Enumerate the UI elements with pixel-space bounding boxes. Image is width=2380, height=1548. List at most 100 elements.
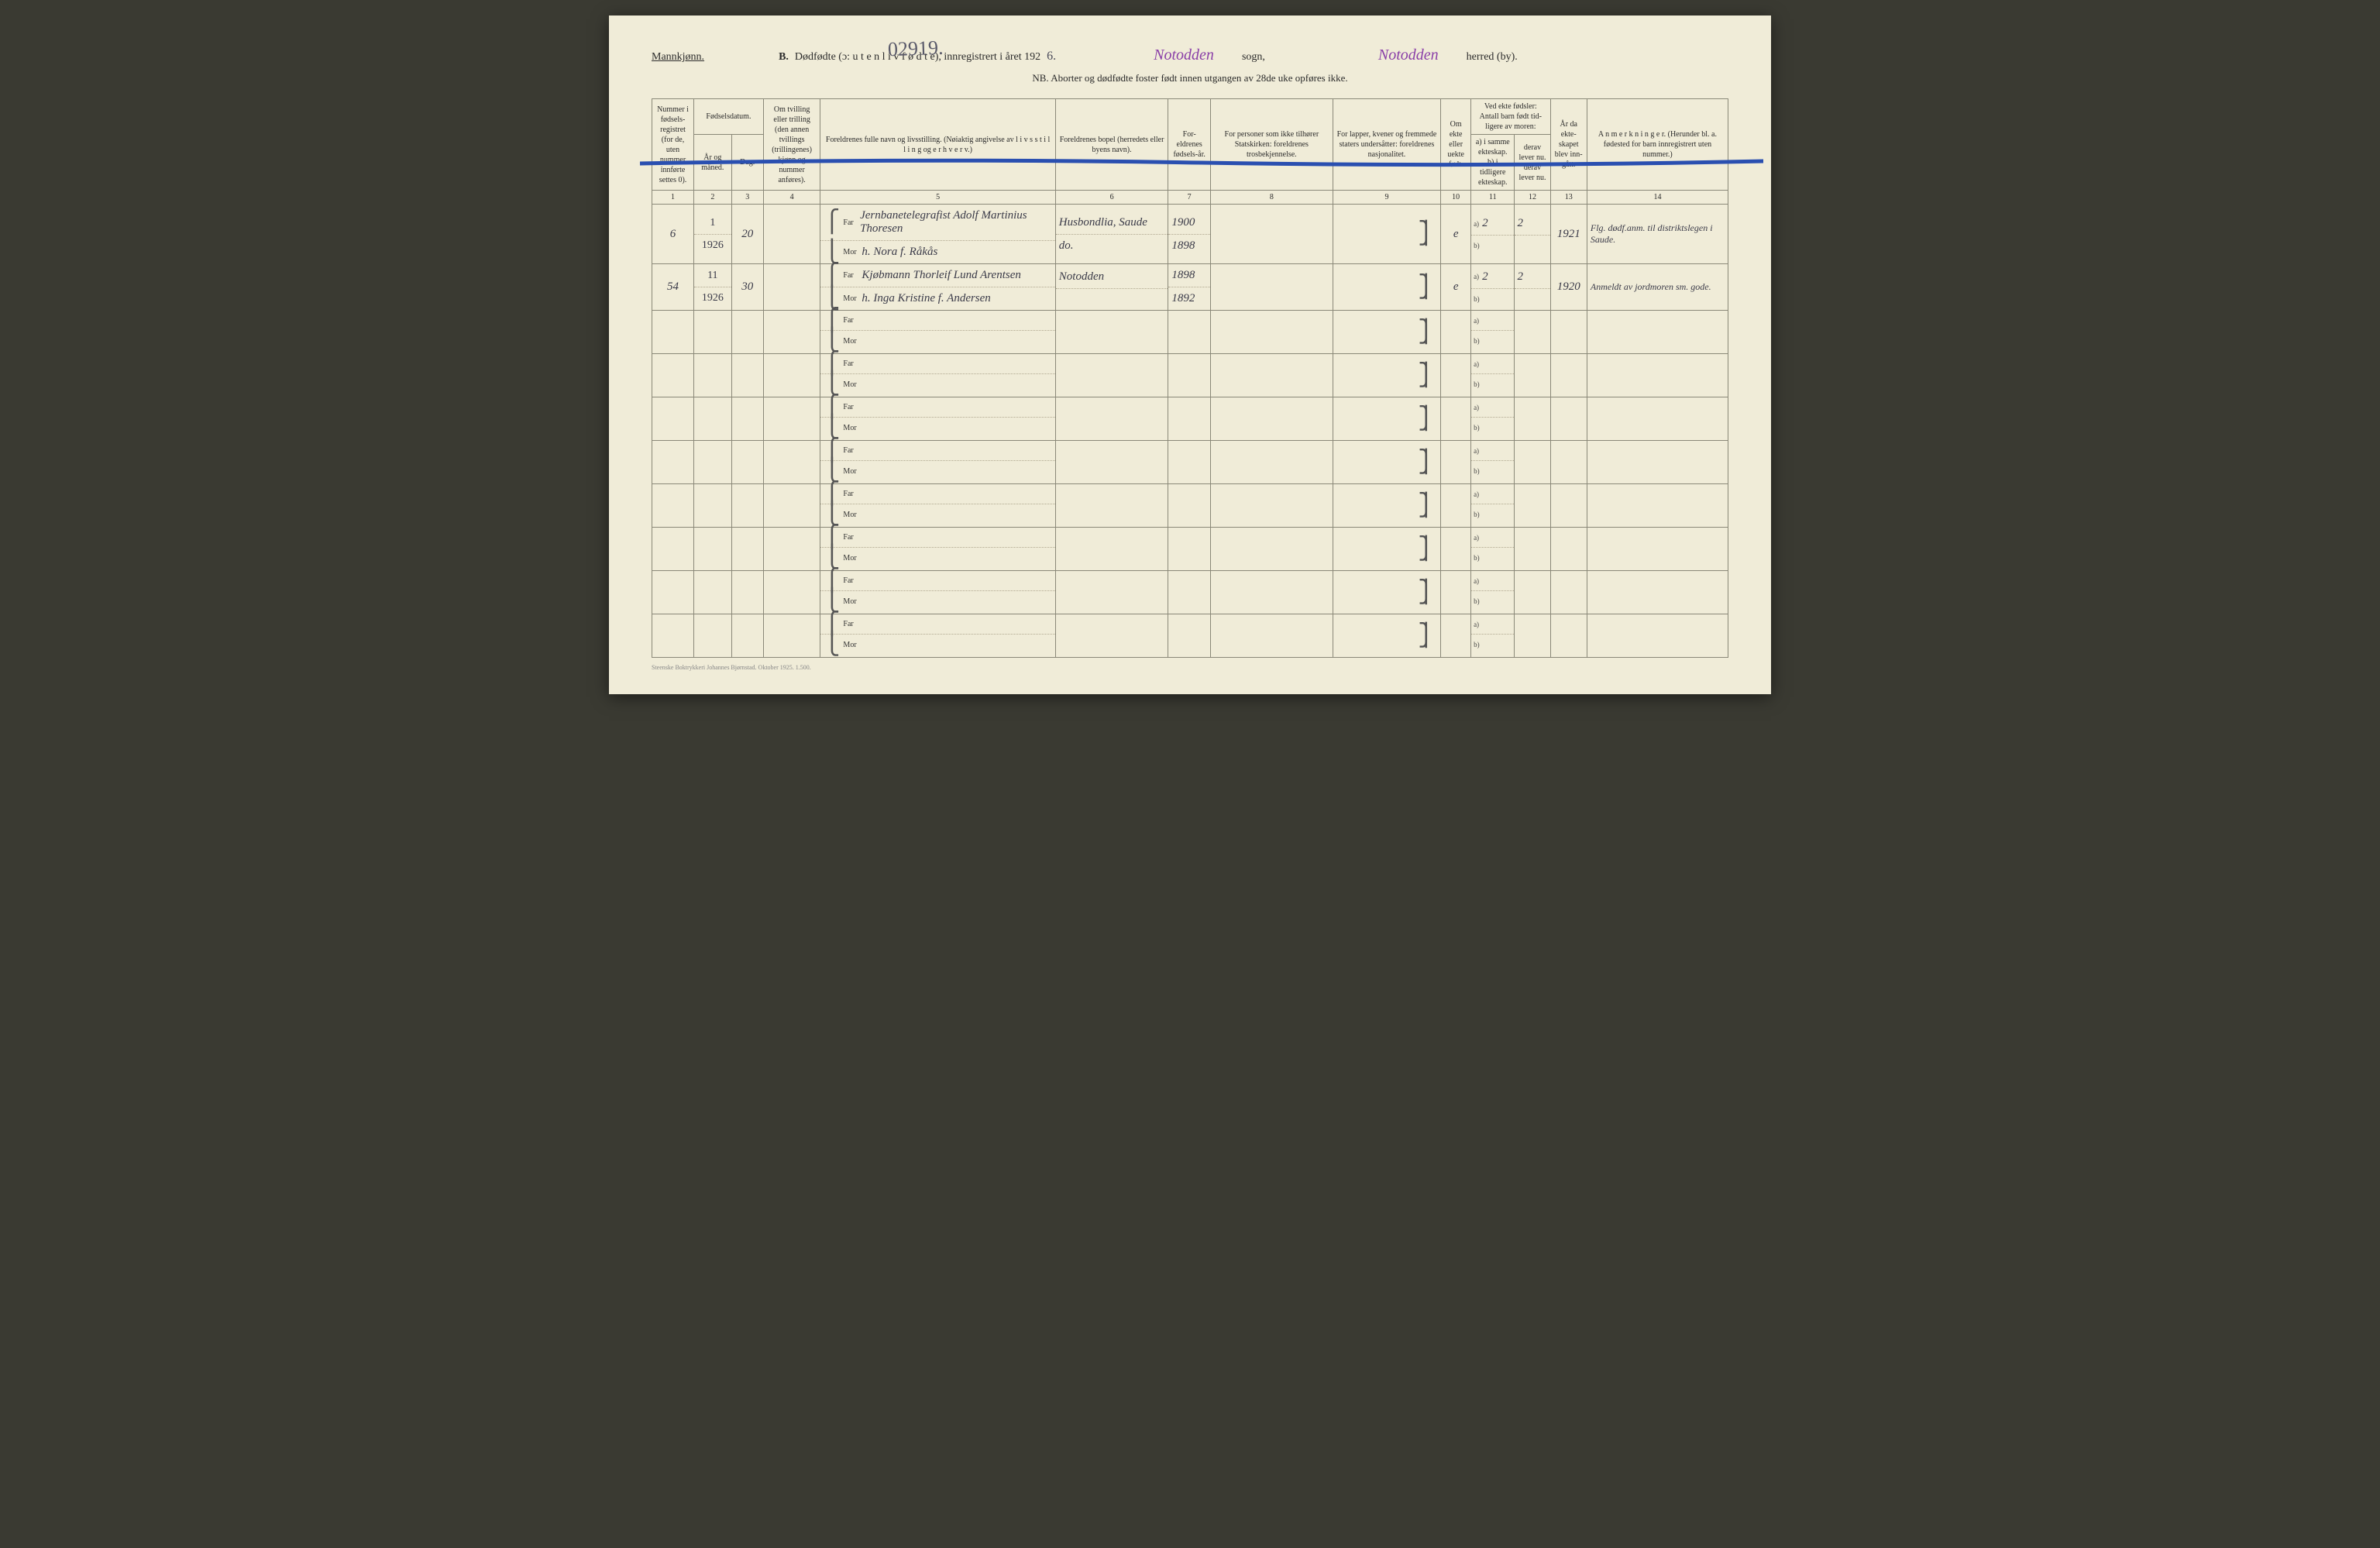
herred-label: herred (by). bbox=[1467, 51, 1518, 64]
cell-bopel bbox=[1055, 528, 1168, 571]
cell-nationality: ⎫⎭ bbox=[1333, 484, 1441, 528]
cell-num bbox=[652, 354, 694, 397]
cell-ekte bbox=[1441, 397, 1471, 441]
cell-remarks bbox=[1587, 528, 1728, 571]
cell-faith bbox=[1210, 528, 1333, 571]
cell-ab-alive: 2 bbox=[1515, 205, 1550, 264]
cell-ab-count: a)b) bbox=[1471, 614, 1515, 658]
cell-day: 20 bbox=[731, 205, 763, 264]
cell-marriage-year: 1920 bbox=[1550, 264, 1587, 311]
cell-birthyear: 19001898 bbox=[1168, 205, 1211, 264]
table-row: ⎧Far⎩Mor⎫⎭a)b) bbox=[652, 311, 1728, 354]
col-header-8: For personer som ikke tilhører Statskirk… bbox=[1210, 99, 1333, 191]
col-header-12: derav lever nu. derav lever nu. bbox=[1515, 135, 1550, 191]
cell-marriage-year bbox=[1550, 528, 1587, 571]
cell-nationality: ⎫⎭ bbox=[1333, 397, 1441, 441]
cell-remarks: Flg. dødf.anm. til distriktslegen i Saud… bbox=[1587, 205, 1728, 264]
register-page: 02919. Mannkjønn. B. Dødfødte (ɔ: u t e … bbox=[609, 15, 1771, 694]
cell-bopel: Notodden bbox=[1055, 264, 1168, 311]
cell-twin bbox=[763, 571, 820, 614]
cell-month bbox=[694, 484, 732, 528]
sogn-label: sogn, bbox=[1242, 51, 1265, 64]
sogn-value: Notodden bbox=[1154, 46, 1214, 64]
cell-ab-alive bbox=[1515, 484, 1550, 528]
cell-bopel bbox=[1055, 571, 1168, 614]
colnum-4: 4 bbox=[763, 191, 820, 205]
cell-twin bbox=[763, 311, 820, 354]
cell-ab-count: a)b) bbox=[1471, 571, 1515, 614]
cell-month bbox=[694, 528, 732, 571]
cell-ab-alive bbox=[1515, 397, 1550, 441]
cell-marriage-year bbox=[1550, 354, 1587, 397]
cell-faith bbox=[1210, 311, 1333, 354]
cell-bopel bbox=[1055, 354, 1168, 397]
col-header-date-group: Fødselsdatum. bbox=[694, 99, 764, 135]
cell-num bbox=[652, 441, 694, 484]
cell-faith bbox=[1210, 264, 1333, 311]
cell-num: 6 bbox=[652, 205, 694, 264]
cell-ab-count: a)b) bbox=[1471, 441, 1515, 484]
table-row: ⎧Far⎩Mor ⎫⎭ a)b) bbox=[652, 441, 1728, 484]
cell-twin bbox=[763, 528, 820, 571]
cell-nationality: ⎫⎭ bbox=[1333, 205, 1441, 264]
cell-ab-alive bbox=[1515, 354, 1550, 397]
cell-nationality: ⎫⎭ bbox=[1333, 441, 1441, 484]
col-header-5: Foreldrenes fulle navn og livsstilling. … bbox=[820, 99, 1055, 191]
cell-nationality: ⎫⎭ bbox=[1333, 264, 1441, 311]
cell-bopel: Husbondlia, Saudedo. bbox=[1055, 205, 1168, 264]
cell-birthyear bbox=[1168, 614, 1211, 658]
cell-faith bbox=[1210, 484, 1333, 528]
col-header-7: For-eldrenes fødsels-år. bbox=[1168, 99, 1211, 191]
cell-bopel bbox=[1055, 484, 1168, 528]
colnum-10: 10 bbox=[1441, 191, 1471, 205]
cell-ekte bbox=[1441, 484, 1471, 528]
cell-num bbox=[652, 571, 694, 614]
section-letter: B. bbox=[779, 51, 789, 64]
cell-parents: ⎧Far⎩Mor bbox=[820, 484, 1055, 528]
cell-remarks bbox=[1587, 397, 1728, 441]
col-header-2: År og måned. bbox=[694, 135, 732, 191]
cell-marriage-year bbox=[1550, 614, 1587, 658]
cell-nationality: ⎫⎭ bbox=[1333, 311, 1441, 354]
cell-num: 54 bbox=[652, 264, 694, 311]
cell-month bbox=[694, 397, 732, 441]
cell-day bbox=[731, 441, 763, 484]
colnum-12: 12 bbox=[1515, 191, 1550, 205]
cell-remarks bbox=[1587, 311, 1728, 354]
serial-number-handwritten: 02919. bbox=[887, 36, 944, 61]
table-row: ⎧Far⎩Mor⎫⎭a)b) bbox=[652, 528, 1728, 571]
cell-num bbox=[652, 397, 694, 441]
cell-remarks bbox=[1587, 484, 1728, 528]
col-header-3: Dag. bbox=[731, 135, 763, 191]
cell-month bbox=[694, 614, 732, 658]
table-body: 61192620⎧FarJernbanetelegrafist Adolf Ma… bbox=[652, 205, 1728, 658]
cell-ekte: e bbox=[1441, 205, 1471, 264]
cell-day bbox=[731, 571, 763, 614]
cell-remarks bbox=[1587, 354, 1728, 397]
cell-ab-alive bbox=[1515, 614, 1550, 658]
cell-twin bbox=[763, 354, 820, 397]
cell-parents: ⎧Far⎩Mor bbox=[820, 614, 1055, 658]
cell-ab-count: a)b) bbox=[1471, 311, 1515, 354]
cell-parents: ⎧FarJernbanetelegrafist Adolf Martinius … bbox=[820, 205, 1055, 264]
cell-nationality: ⎫⎭ bbox=[1333, 354, 1441, 397]
colnum-13: 13 bbox=[1550, 191, 1587, 205]
cell-day bbox=[731, 528, 763, 571]
cell-birthyear bbox=[1168, 441, 1211, 484]
cell-ab-alive: 2 bbox=[1515, 264, 1550, 311]
cell-ab-alive bbox=[1515, 528, 1550, 571]
cell-ab-count: a)b) bbox=[1471, 354, 1515, 397]
cell-parents: ⎧Far⎩Mor bbox=[820, 441, 1055, 484]
cell-day bbox=[731, 397, 763, 441]
colnum-9: 9 bbox=[1333, 191, 1441, 205]
cell-faith bbox=[1210, 571, 1333, 614]
cell-marriage-year bbox=[1550, 397, 1587, 441]
cell-day bbox=[731, 484, 763, 528]
cell-ab-count: a)2b) bbox=[1471, 205, 1515, 264]
col-header-11: a) i samme ekteskap. b) i tidligere ekte… bbox=[1471, 135, 1515, 191]
colnum-1: 1 bbox=[652, 191, 694, 205]
table-row: 5411192630⎧FarKjøbmann Thorleif Lund Are… bbox=[652, 264, 1728, 311]
table-row: ⎧Far⎩Mor⎫⎭a)b) bbox=[652, 484, 1728, 528]
col-header-10: Om ekte eller uekte født. bbox=[1441, 99, 1471, 191]
cell-remarks bbox=[1587, 571, 1728, 614]
